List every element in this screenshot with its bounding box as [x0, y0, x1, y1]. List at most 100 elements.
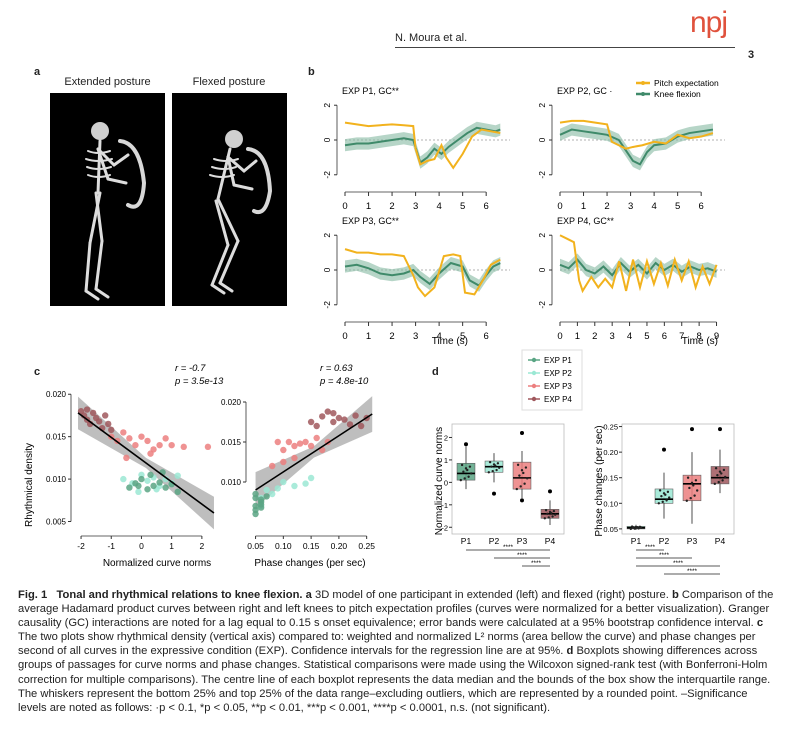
y-tick-label: 0 — [322, 137, 332, 142]
x-tick-label: P4 — [715, 536, 726, 546]
y-tick-label: -2 — [441, 523, 448, 532]
legend-dot — [531, 370, 537, 376]
plot-frame — [621, 423, 735, 535]
jitter-point — [661, 500, 664, 504]
x-tick-label: 0.10 — [275, 541, 292, 551]
x-tick-label: 0 — [342, 331, 347, 342]
x-tick-label: 3 — [628, 201, 633, 212]
jitter-point — [717, 480, 720, 484]
jitter-point — [547, 516, 550, 519]
legend-dot — [531, 383, 537, 389]
x-tick-label: 0 — [557, 331, 562, 342]
jitter-point — [629, 527, 632, 531]
x-tick-label: 4 — [627, 331, 632, 342]
knee-flexion-line — [559, 128, 714, 166]
scatter-point — [274, 438, 281, 446]
knee-confidence-band — [560, 123, 713, 171]
y-tick-label: 1 — [444, 456, 448, 465]
x-tick-label: 2 — [389, 331, 394, 342]
jitter-point — [466, 468, 469, 472]
pitch-expectation-line — [559, 119, 714, 150]
panel-d-legend: EXP P1 EXP P2 EXP P3 EXP P4 — [521, 349, 583, 411]
significance-stars: **** — [673, 560, 684, 567]
box-body — [456, 462, 476, 481]
legend-knee-label: Knee flexion — [654, 89, 701, 99]
pitch-expectation-line — [344, 248, 501, 298]
panel-d-label: d — [432, 366, 439, 378]
box-body — [710, 466, 730, 485]
jitter-point — [515, 487, 518, 491]
y-tick-label: 0.20 — [603, 448, 618, 457]
jitter-point — [546, 512, 549, 515]
scatter-point — [280, 458, 287, 466]
right-p-value: p = 4.8e-10 — [319, 376, 369, 387]
scatter-point — [105, 420, 112, 428]
outlier-point — [548, 489, 552, 494]
caption-fig-number: Fig. 1 — [18, 589, 48, 601]
box-body — [682, 474, 702, 502]
y-tick-label: 0.05 — [603, 525, 618, 534]
scatter-point — [252, 510, 259, 518]
jitter-point — [692, 484, 695, 487]
y-tick-label: 0.020 — [221, 398, 242, 407]
y-tick-label: 2 — [537, 103, 547, 108]
x-tick-label: 4 — [436, 201, 441, 212]
d-right-ylabel: Phase changes (per sec) — [594, 425, 605, 536]
scatter-point — [102, 412, 109, 419]
panel-b-timeseries: Pitch expectation Knee flexion EXP P1, G… — [322, 78, 725, 347]
x-tick-label: 0.20 — [331, 541, 348, 551]
plot-frame — [451, 423, 565, 535]
jitter-point — [686, 476, 690, 479]
jitter-point — [522, 471, 525, 475]
jitter-point — [630, 525, 634, 528]
scatter-point — [346, 421, 354, 428]
jitter-point — [491, 469, 494, 473]
scatter-point — [204, 443, 212, 451]
y-tick-label: 0.25 — [603, 423, 618, 432]
subplot-title: EXP P3, GC** — [342, 216, 399, 226]
x-tick-label: 2 — [592, 331, 597, 342]
scatter-point — [291, 454, 298, 462]
jitter-point — [694, 479, 698, 482]
x-tick-label: P2 — [659, 536, 670, 546]
x-tick-label: 7 — [679, 331, 684, 342]
scatter-point — [263, 486, 270, 494]
x-tick-label: 5 — [675, 201, 680, 212]
jitter-point — [470, 472, 473, 475]
x-tick-label: 4 — [436, 331, 441, 342]
flexed-posture-title: Flexed posture — [192, 76, 266, 88]
scatter-point — [174, 488, 181, 496]
knee-confidence-band — [345, 256, 501, 292]
y-tick-label: -2 — [322, 171, 332, 179]
jitter-point — [716, 473, 719, 477]
x-tick-label: P1 — [631, 536, 642, 546]
outlier-point — [690, 427, 694, 432]
y-tick-label: 2 — [322, 103, 332, 108]
y-tick-label: -2 — [537, 171, 547, 179]
scatter-point — [269, 490, 276, 498]
panel-c-scatter: Rhythmical density 0.005 0.010 0.015 0.020 -… — [24, 363, 375, 569]
scatter-point — [89, 409, 97, 417]
y-tick-label: 0.020 — [46, 390, 67, 399]
scatter-point — [335, 414, 343, 422]
scatter-point — [307, 418, 315, 426]
left-xlabel: Normalized curve norms — [103, 558, 211, 569]
scatter-point — [319, 413, 326, 420]
scatter-point — [352, 412, 359, 419]
skeleton-extended-image — [50, 93, 165, 306]
x-tick-label: 3 — [413, 331, 418, 342]
jitter-point — [488, 460, 492, 464]
box-body — [654, 488, 674, 504]
regression-line — [255, 413, 373, 491]
scatter-point — [162, 435, 169, 442]
jitter-point — [696, 489, 699, 492]
caption-b: Comparison of the average Hadamard produ… — [18, 589, 774, 630]
panel-c-ylabel: Rhythmical density — [24, 443, 35, 527]
scatter-point — [126, 484, 133, 491]
scatter-point — [120, 475, 127, 483]
x-tick-label: 0 — [557, 201, 562, 212]
scatter-point — [95, 418, 103, 425]
right-r-value: r = 0.63 — [320, 363, 353, 374]
panel-b-legend: Pitch expectation Knee flexion — [636, 78, 719, 99]
scatter-point — [357, 422, 365, 430]
